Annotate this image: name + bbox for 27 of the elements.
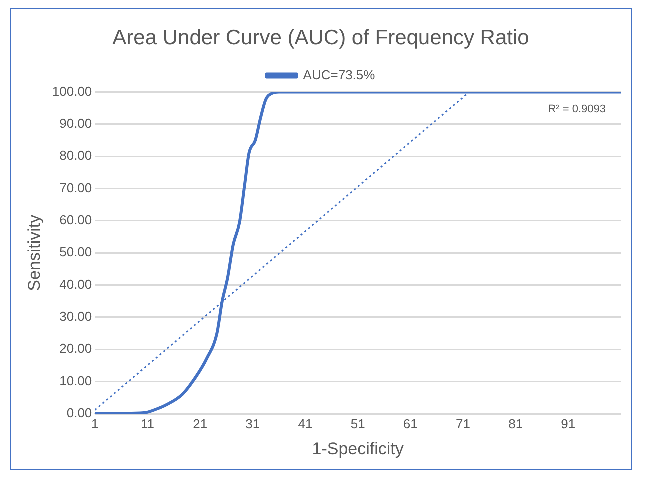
x-axis-title: 1-Specificity [312, 439, 404, 458]
annotation: R² = 0.9093 [548, 104, 606, 116]
legend-label: AUC=73.5% [303, 67, 376, 82]
y-tick-label: 50.00 [60, 244, 92, 260]
x-tick-label: 61 [403, 416, 418, 432]
line-series [95, 92, 621, 414]
x-tick-label: 41 [298, 416, 313, 432]
x-tick-label: 91 [561, 416, 576, 432]
x-tick-label: 1 [92, 416, 99, 432]
y-tick-label: 70.00 [60, 180, 92, 196]
y-tick-label: 100.00 [52, 84, 92, 99]
y-tick-label: 90.00 [60, 116, 92, 131]
x-tick-label: 21 [193, 416, 208, 432]
y-tick-label: 0.00 [66, 406, 92, 421]
y-tick-label: 20.00 [60, 341, 92, 356]
y-tick-label: 30.00 [60, 309, 92, 324]
x-tick-label: 81 [508, 416, 524, 432]
x-tick-label: 51 [350, 416, 366, 432]
x-tick-label: 71 [456, 416, 470, 432]
x-tick-label: 31 [246, 416, 260, 432]
y-tick-label: 40.00 [60, 276, 92, 292]
y-axis-title: Sensitivity [24, 214, 44, 292]
y-tick-label: 80.00 [60, 148, 92, 164]
x-tick-label: 11 [140, 416, 154, 432]
y-tick-label: 60.00 [60, 212, 92, 228]
chart-title: Area Under Curve (AUC) of Frequency Ratio [112, 26, 530, 50]
y-tick-label: 10.00 [60, 373, 92, 388]
